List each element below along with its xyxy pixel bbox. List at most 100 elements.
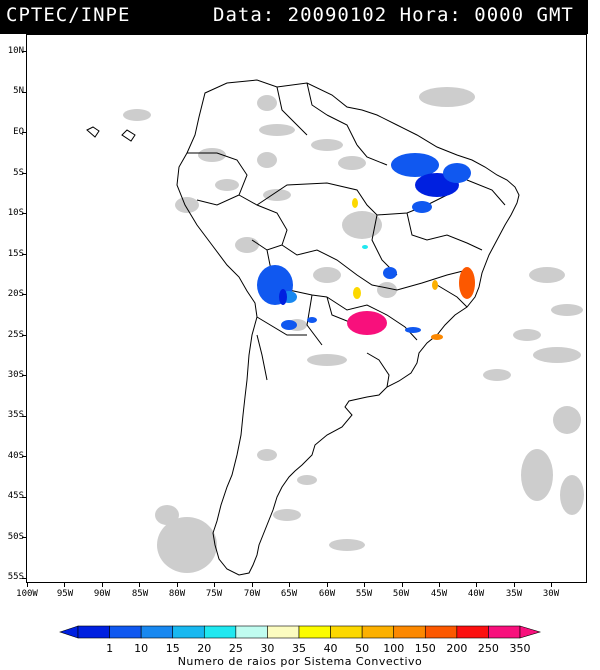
lat-label: 20S (7, 289, 24, 299)
lat-label: 5S (13, 168, 24, 178)
lat-tick (22, 132, 26, 133)
legend-swatch (203, 625, 237, 639)
lat-tick (22, 91, 26, 93)
lon-tick (476, 583, 478, 587)
legend-arrow-right (519, 625, 542, 639)
lat-label: 25S (7, 330, 24, 340)
legend-value: 25 (228, 642, 243, 655)
lon-label: 100W (16, 589, 38, 599)
lon-tick (214, 583, 216, 587)
source-label: CPTEC/INPE (6, 4, 131, 26)
legend-swatch (109, 625, 142, 639)
lon-tick (364, 583, 366, 587)
lat-label: 30S (7, 370, 24, 380)
lon-label: 85W (131, 589, 149, 599)
lat-tick (22, 375, 26, 376)
legend-value: 20 (197, 642, 212, 655)
lon-tick (326, 583, 328, 587)
legend-value: 15 (165, 642, 180, 655)
legend-colorbar (59, 625, 542, 639)
lat-label: 15S (7, 249, 24, 259)
legend-value: 10 (134, 642, 149, 655)
lon-tick (513, 583, 515, 587)
lat-label: 10S (7, 208, 24, 218)
date-label: Data: (213, 4, 276, 26)
legend-value: 350 (509, 642, 531, 655)
lat-label: 55S (7, 572, 24, 582)
legend-value: 1 (106, 642, 114, 655)
legend-swatch (298, 625, 331, 639)
timestamp: Data: 20090102 Hora: 0000 GMT (213, 4, 574, 26)
lon-tick (438, 583, 440, 587)
lon-label: 65W (280, 589, 298, 599)
lon-label: 90W (93, 589, 111, 599)
lon-tick (289, 583, 291, 587)
lat-tick (22, 537, 26, 538)
legend-arrow-left (59, 625, 79, 639)
lon-label: 45W (430, 589, 448, 599)
lon-tick (64, 583, 66, 587)
lat-tick (22, 294, 26, 295)
legend-value: 30 (260, 642, 275, 655)
legend-value: 35 (292, 642, 306, 655)
legend-swatch (140, 625, 174, 639)
legend-value: 40 (323, 642, 338, 655)
lon-tick (551, 583, 553, 587)
lon-label: 60W (318, 589, 336, 599)
legend-swatch (172, 625, 205, 639)
hour-label: Hora: (399, 4, 462, 26)
lon-tick (251, 583, 253, 587)
lat-tick (22, 415, 26, 417)
legend-swatch (330, 625, 363, 639)
lon-label: 30W (542, 589, 560, 599)
lat-label: 5N (13, 86, 24, 96)
timezone: GMT (536, 4, 574, 26)
lat-tick (22, 456, 26, 457)
legend-swatch (77, 625, 110, 639)
lon-label: 95W (56, 589, 74, 599)
lat-tick (22, 496, 26, 498)
lon-tick (139, 583, 141, 587)
lon-label: 55W (355, 589, 373, 599)
lon-tick (27, 583, 28, 587)
lat-label: 10N (7, 46, 24, 56)
lat-tick (22, 253, 26, 255)
lat-tick (22, 577, 26, 579)
lon-label: 40W (467, 589, 485, 599)
lon-label: 75W (205, 589, 223, 599)
lon-tick (401, 583, 403, 587)
map-area (26, 34, 587, 583)
lon-label: 70W (243, 589, 261, 599)
lat-label: 45S (7, 491, 24, 501)
map-title-bar: CPTEC/INPE Data: 20090102 Hora: 0000 GMT (0, 0, 588, 34)
lon-tick (176, 583, 178, 587)
date-value: 20090102 (287, 4, 388, 26)
convective-systems (257, 153, 475, 340)
lon-label: 35W (505, 589, 523, 599)
lat-label: 35S (7, 410, 24, 420)
legend-swatch (424, 625, 458, 639)
lat-tick (22, 334, 26, 336)
lat-label: 50S (7, 532, 24, 542)
legend-swatch (456, 625, 489, 639)
lat-tick (22, 51, 26, 52)
legend-value: 50 (355, 642, 370, 655)
lat-label: EQ (13, 127, 24, 137)
lat-tick (22, 213, 26, 214)
legend-caption: Numero de raios por Sistema Convectivo (177, 655, 423, 668)
south-america-map (86, 79, 584, 576)
legend-swatch (235, 625, 268, 639)
hour-value: 0000 (474, 4, 525, 26)
legend-value: 100 (383, 642, 405, 655)
legend-swatch (488, 625, 521, 639)
lon-tick (101, 583, 103, 587)
color-legend: 1 10 15 20 25 30 35 40 50 100 150 200 250 350 Numero … (0, 620, 600, 670)
legend-swatch (361, 625, 395, 639)
lat-label: 40S (7, 451, 24, 461)
legend-swatch (267, 625, 300, 639)
legend-swatch (393, 625, 426, 639)
lon-label: 80W (168, 589, 186, 599)
legend-value: 200 (446, 642, 468, 655)
lat-tick (22, 172, 26, 174)
cloud-cover (123, 87, 584, 573)
